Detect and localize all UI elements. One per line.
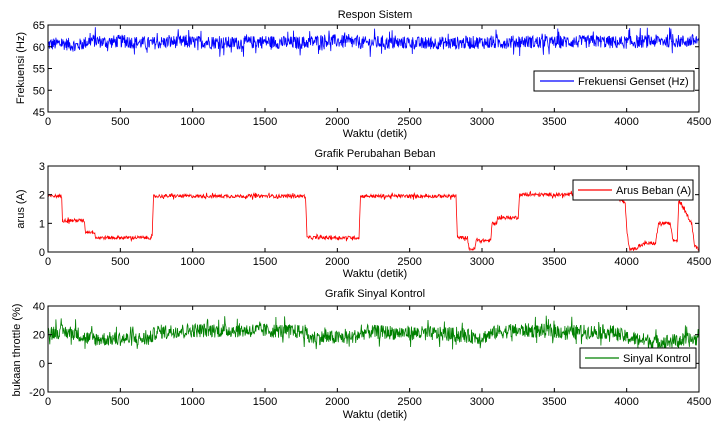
x-tick-label: 3500 — [542, 116, 566, 128]
x-tick-label: 1000 — [180, 396, 204, 408]
y-tick-label: 0 — [39, 247, 45, 259]
y-axis-label-1: Frekuensi (Hz) — [15, 32, 27, 104]
chart-title-2: Grafik Perubahan Beban — [314, 148, 435, 160]
legend-2: Arus Beban (A) — [572, 179, 694, 201]
legend-box-1 — [533, 70, 695, 92]
plot-frame-2 — [47, 165, 700, 253]
y-tick-label: 20 — [33, 330, 45, 342]
series-layer-1 — [47, 27, 700, 57]
y-tick-label: 65 — [33, 20, 45, 32]
x-tick-label: 4500 — [687, 396, 711, 408]
x-tick-label: 4000 — [614, 396, 638, 408]
x-tick-label: 2500 — [397, 256, 421, 268]
x-tick-label: 1000 — [180, 256, 204, 268]
y-tick-label: 2 — [39, 190, 45, 202]
x-tick-label: 1500 — [253, 256, 277, 268]
x-tick-label: 3500 — [542, 396, 566, 408]
y-tick-label: 3 — [39, 161, 45, 173]
series-layer-3 — [47, 315, 700, 357]
y-axis-label-2: arus (A) — [15, 189, 27, 228]
x-tick-label: 3000 — [470, 116, 494, 128]
x-tick-label: 500 — [111, 256, 129, 268]
y-tick-label: 60 — [33, 42, 45, 54]
x-tick-label: 2500 — [397, 116, 421, 128]
x-tick-label: 0 — [45, 116, 51, 128]
y-tick-label: -20 — [29, 387, 45, 399]
x-tick-label: 500 — [111, 396, 129, 408]
y-tick-label: 45 — [33, 107, 45, 119]
x-tick-label: 2000 — [325, 116, 349, 128]
x-tick-label: 4000 — [614, 256, 638, 268]
x-tick-label: 0 — [45, 396, 51, 408]
x-tick-label: 1500 — [253, 116, 277, 128]
panel-load-current: Grafik Perubahan Beban 0 500 1000 1500 2000 2… — [15, 148, 711, 280]
legend-box-3 — [579, 347, 697, 369]
y-axis-label-3: bukaan throttle (%) — [11, 304, 23, 397]
panel-frequency: Respon Sistem 0 500 1000 1500 2000 2500 3000 35… — [15, 9, 711, 140]
x-axis-label-3: Waktu (detik) — [343, 409, 407, 421]
x-tick-label: 4500 — [687, 256, 711, 268]
plot-frame-3 — [47, 305, 700, 393]
legend-3: Sinyal Kontrol — [579, 347, 697, 369]
series-line-3-1 — [47, 315, 700, 357]
y-tick-label: 1 — [39, 218, 45, 230]
x-tick-label: 0 — [45, 256, 51, 268]
chart-title-3: Grafik Sinyal Kontrol — [325, 288, 425, 300]
y-tick-label: 50 — [33, 85, 45, 97]
y-tick-label: 0 — [39, 358, 45, 370]
legend-label-3: Sinyal Kontrol — [623, 353, 691, 365]
legend-1: Frekuensi Genset (Hz) — [533, 70, 695, 92]
panel-control-signal: Grafik Sinyal Kontrol 0 500 1000 1500 2000 25… — [11, 288, 711, 421]
ticks-layer-3: 0 500 1000 1500 2000 2500 3000 3500 4000 4500-200… — [29, 301, 711, 408]
ticks-layer-2: 0 500 1000 1500 2000 2500 3000 3500 4000 4500 0 1 2 3 — [39, 161, 711, 268]
y-tick-label: 55 — [33, 64, 45, 76]
ticks-layer-1: 0 500 1000 1500 2000 2500 3000 3500 4000 4500 45 50… — [33, 20, 711, 128]
x-axis-label-2: Waktu (detik) — [343, 268, 407, 280]
x-tick-label: 3500 — [542, 256, 566, 268]
x-tick-label: 3000 — [470, 256, 494, 268]
x-tick-label: 1000 — [180, 116, 204, 128]
series-line-1-1 — [47, 27, 700, 57]
y-tick-label: 40 — [33, 301, 45, 313]
x-tick-label: 500 — [111, 116, 129, 128]
legend-label-1: Frekuensi Genset (Hz) — [578, 76, 689, 88]
x-tick-label: 4000 — [614, 116, 638, 128]
legend-box-2 — [572, 179, 694, 201]
chart-title-1: Respon Sistem — [338, 9, 413, 21]
x-tick-label: 2000 — [325, 396, 349, 408]
x-tick-label: 1500 — [253, 396, 277, 408]
x-tick-label: 2500 — [397, 396, 421, 408]
x-tick-label: 2000 — [325, 256, 349, 268]
x-tick-label: 3000 — [470, 396, 494, 408]
x-axis-label-1: Waktu (detik) — [343, 128, 407, 140]
x-tick-label: 4500 — [687, 116, 711, 128]
plot-frame-1 — [47, 24, 700, 113]
legend-label-2: Arus Beban (A) — [616, 185, 691, 197]
